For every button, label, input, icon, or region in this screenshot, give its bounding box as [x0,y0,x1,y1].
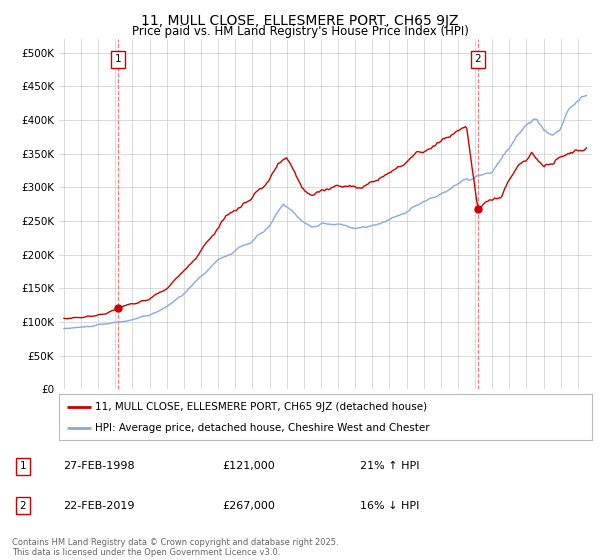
Text: 16% ↓ HPI: 16% ↓ HPI [360,501,419,511]
Text: HPI: Average price, detached house, Cheshire West and Chester: HPI: Average price, detached house, Ches… [95,423,430,433]
Text: £121,000: £121,000 [222,461,275,472]
Text: 2: 2 [19,501,26,511]
Text: 1: 1 [19,461,26,472]
Text: 2: 2 [475,54,481,64]
Text: Contains HM Land Registry data © Crown copyright and database right 2025.
This d: Contains HM Land Registry data © Crown c… [12,538,338,557]
Text: 11, MULL CLOSE, ELLESMERE PORT, CH65 9JZ (detached house): 11, MULL CLOSE, ELLESMERE PORT, CH65 9JZ… [95,402,427,412]
Text: 22-FEB-2019: 22-FEB-2019 [63,501,134,511]
Text: Price paid vs. HM Land Registry's House Price Index (HPI): Price paid vs. HM Land Registry's House … [131,25,469,38]
Text: 27-FEB-1998: 27-FEB-1998 [63,461,134,472]
Text: 21% ↑ HPI: 21% ↑ HPI [360,461,419,472]
Text: 11, MULL CLOSE, ELLESMERE PORT, CH65 9JZ: 11, MULL CLOSE, ELLESMERE PORT, CH65 9JZ [141,14,459,28]
Text: 1: 1 [115,54,121,64]
Text: £267,000: £267,000 [222,501,275,511]
